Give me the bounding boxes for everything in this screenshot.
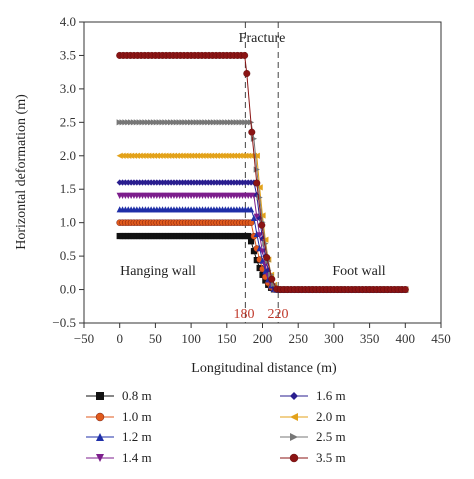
data-point [268,275,276,283]
legend-item: 2.0 m [280,409,346,424]
legend-item: 1.0 m [86,409,152,424]
data-point [262,240,269,247]
legend-item: 2.5 m [280,429,346,444]
y-tick-label: 2.0 [60,148,76,163]
legend-label: 2.0 m [316,409,346,424]
data-point [259,257,266,264]
data-point [256,184,263,191]
x-tick-label: 250 [288,331,308,346]
legend-item: 1.2 m [86,429,152,444]
data-point [253,213,260,220]
data-point [247,206,255,213]
legend-item: 0.8 m [86,388,152,403]
legend-marker [95,412,105,422]
x-tick-label: 300 [324,331,344,346]
legend-label: 1.4 m [122,450,152,465]
series-3-5m [116,51,409,294]
legend: 0.8 m 1.0 m 1.2 m 1.4 m 1.6 m 2.0 m 2.5 m 3.5 m [86,388,346,465]
y-tick-label: 0.0 [60,282,76,297]
y-tick-label: 0.5 [60,248,76,263]
annotation-hanging-wall: Hanging wall [120,264,196,279]
legend-marker [289,453,299,463]
legend-item: 1.6 m [280,388,346,403]
legend-item: 3.5 m [280,450,346,465]
x-tick-label: −50 [74,331,94,346]
y-tick-label: 4.0 [60,14,76,29]
legend-marker [96,454,104,462]
y-tick-label: −0.5 [52,315,76,330]
legend-label: 1.2 m [122,429,152,444]
data-point [253,152,260,159]
x-tick-label: 450 [431,331,451,346]
y-tick-label: 3.5 [60,47,76,62]
x-tick-label: 350 [360,331,380,346]
data-point [247,219,255,226]
data-point [259,271,266,278]
annotation-fracture: Fracture [239,31,286,46]
legend-label: 2.5 m [316,429,346,444]
axis-layer: −50 0 50 100 150 200 250 300 350 400 450 −0.5 0.0 0.5… [52,14,450,346]
data-point [247,238,255,245]
x-tick-label: 50 [149,331,162,346]
data-point [259,212,266,219]
annotation-layer: Fracture Hanging wall Foot wall 180 220 [120,31,386,322]
x-tick-label: 150 [217,331,237,346]
y-tick-label: 1.5 [60,181,76,196]
x-tick-label: 400 [396,331,416,346]
data-point [256,232,263,239]
data-point [401,286,409,294]
data-point [258,221,266,229]
x-tick-label: 200 [253,331,273,346]
x-tick-label: 100 [181,331,201,346]
legend-label: 0.8 m [122,388,152,403]
data-point [245,232,252,240]
y-axis-title: Horizontal deformation (m) [14,94,29,250]
x-tick-label: 0 [116,331,123,346]
legend-label: 1.6 m [316,388,346,403]
legend-marker [96,433,104,441]
y-tick-label: 3.0 [60,81,76,96]
data-point [263,254,271,262]
data-point [241,51,249,59]
x-axis-title: Longitudinal distance (m) [191,361,337,376]
data-point [265,267,272,274]
y-tick-label: 2.5 [60,114,76,129]
annotation-x-180: 180 [234,307,255,322]
data-point [250,248,258,255]
data-point [250,214,258,221]
legend-label: 1.0 m [122,409,152,424]
data-point [253,179,261,187]
annotation-x-220: 220 [268,307,289,322]
data-point [243,69,251,77]
series-layer [116,51,409,294]
data-point [248,128,256,136]
data-point [262,236,269,243]
legend-marker [96,392,104,400]
legend-marker [290,413,298,421]
legend-label: 3.5 m [316,450,346,465]
legend-marker [290,433,298,441]
y-tick-label: 1.0 [60,215,76,230]
annotation-foot-wall: Foot wall [332,264,385,279]
legend-item: 1.4 m [86,450,152,465]
data-point [262,277,269,284]
legend-marker [290,392,298,400]
